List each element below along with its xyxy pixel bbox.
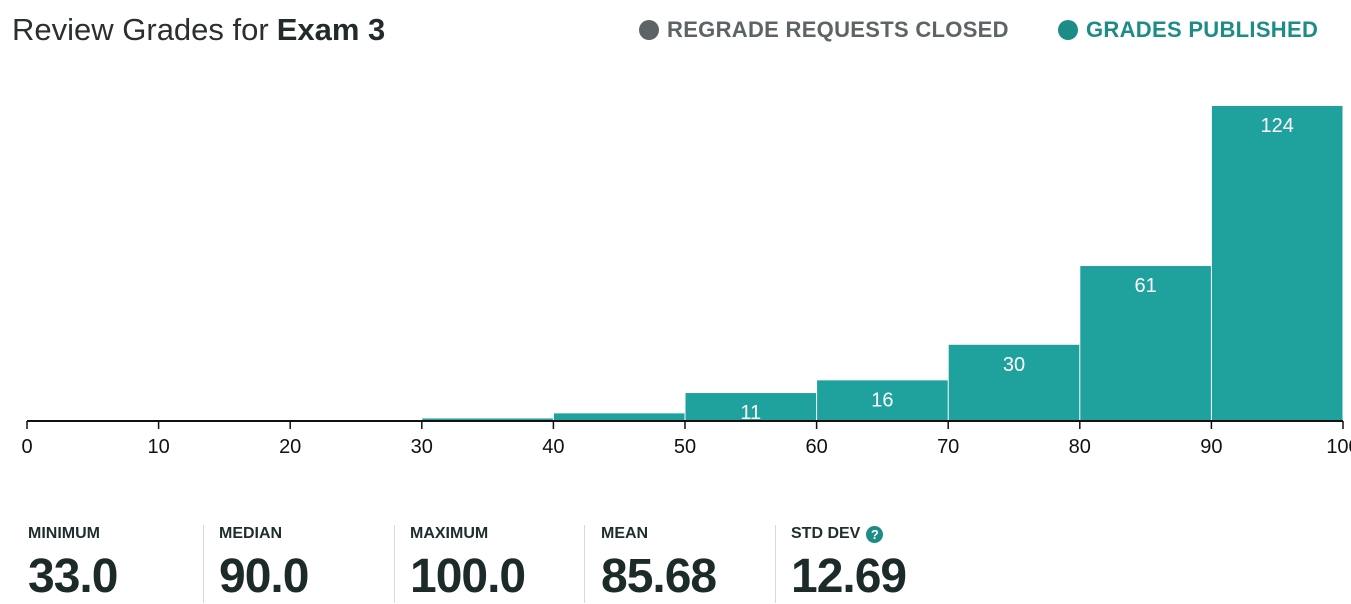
bar-count-label: 30 bbox=[1003, 354, 1025, 376]
divider bbox=[584, 525, 585, 603]
circle-icon bbox=[639, 20, 659, 40]
histogram-bar bbox=[422, 418, 553, 421]
stat-label: STD DEV ? bbox=[791, 525, 906, 543]
stat-value: 85.68 bbox=[601, 550, 717, 603]
x-tick-label: 80 bbox=[1069, 436, 1091, 458]
bar-count-label: 11 bbox=[740, 402, 761, 424]
circle-icon bbox=[1058, 20, 1078, 40]
stat-label: MAXIMUM bbox=[410, 525, 489, 542]
x-tick-label: 70 bbox=[937, 436, 959, 458]
exam-name: Exam 3 bbox=[276, 12, 386, 47]
published-status: GRADES PUBLISHED bbox=[1058, 17, 1318, 43]
histogram-bar bbox=[685, 393, 817, 421]
x-tick-label: 50 bbox=[674, 436, 696, 458]
divider bbox=[394, 525, 395, 603]
x-tick-label: 0 bbox=[21, 436, 32, 458]
x-tick-label: 20 bbox=[279, 436, 301, 458]
published-status-label: GRADES PUBLISHED bbox=[1086, 17, 1319, 42]
bar-count-label: 61 bbox=[1134, 275, 1156, 297]
stat-label: MINIMUM bbox=[28, 525, 100, 542]
stat-median: MEDIAN 90.0 bbox=[219, 525, 309, 603]
stat-value: 33.0 bbox=[28, 550, 118, 603]
question-icon[interactable]: ? bbox=[866, 525, 884, 543]
bar-count-label: 16 bbox=[871, 389, 893, 411]
x-tick-label: 10 bbox=[147, 436, 169, 458]
histogram-bar bbox=[817, 380, 948, 421]
stat-label: MEDIAN bbox=[219, 525, 283, 542]
histogram-bar bbox=[553, 413, 685, 421]
stat-maximum: MAXIMUM 100.0 bbox=[410, 525, 526, 603]
x-tick-label: 90 bbox=[1200, 436, 1222, 458]
stat-minimum: MINIMUM 33.0 bbox=[28, 525, 118, 603]
stat-label: MEAN bbox=[601, 525, 649, 542]
x-tick-label: 100 bbox=[1326, 436, 1351, 458]
stat-value: 90.0 bbox=[219, 550, 309, 603]
stat-mean: MEAN 85.68 bbox=[601, 525, 717, 603]
divider bbox=[775, 525, 776, 603]
histogram-bar bbox=[1211, 106, 1343, 421]
bar-count-label: 124 bbox=[1261, 115, 1294, 137]
title-prefix: Review Grades for bbox=[12, 12, 269, 47]
regrade-status-label: REGRADE REQUESTS CLOSED bbox=[667, 17, 1009, 42]
stat-value: 12.69 bbox=[791, 550, 907, 603]
histogram-bar bbox=[948, 344, 1080, 421]
x-tick-label: 30 bbox=[411, 436, 433, 458]
grade-histogram: 11 16 30 61 124 0 10 20 30 40 50 60 70 80 90 100 bbox=[21, 106, 1351, 458]
page-title: Review Grades for Exam 3 bbox=[12, 12, 385, 48]
stats-bar: MINIMUM 33.0 MEDIAN 90.0 MAXIMUM 100.0 M… bbox=[0, 515, 1351, 603]
histogram-bar bbox=[1080, 266, 1211, 421]
divider bbox=[203, 525, 204, 603]
stat-std-dev: STD DEV ? 12.69 bbox=[791, 525, 907, 603]
stat-value: 100.0 bbox=[410, 550, 526, 603]
x-tick-label: 60 bbox=[805, 436, 827, 458]
x-tick-label: 40 bbox=[542, 436, 564, 458]
std-dev-label: STD DEV bbox=[791, 525, 861, 542]
regrade-status: REGRADE REQUESTS CLOSED bbox=[639, 17, 1009, 43]
